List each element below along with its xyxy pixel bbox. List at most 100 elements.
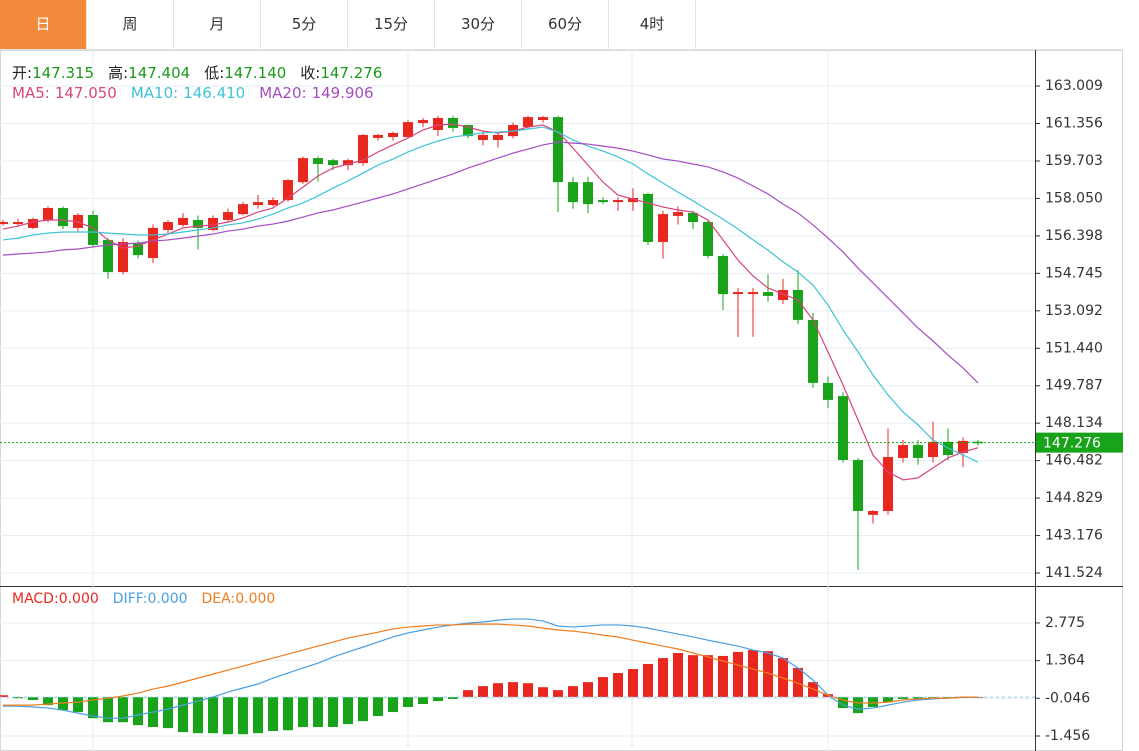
- candle-body: [613, 200, 623, 203]
- macd-bar: [718, 655, 728, 698]
- y-tick-label: 146.482: [1045, 453, 1103, 469]
- candle-body: [88, 214, 98, 245]
- candle-body: [898, 445, 908, 458]
- candle-body: [523, 117, 533, 128]
- candle-body: [358, 134, 368, 164]
- macd-bar: [613, 673, 623, 698]
- candle-body: [463, 125, 473, 137]
- candle-body: [13, 222, 23, 225]
- period-tab[interactable]: 60分: [522, 0, 609, 49]
- ma-line: [2, 141, 979, 384]
- macd-bar: [583, 682, 593, 698]
- macd-bar: [268, 697, 278, 732]
- period-tab[interactable]: 30分: [435, 0, 522, 49]
- macd-bar: [178, 697, 188, 733]
- period-tab[interactable]: 日: [0, 0, 87, 49]
- candle-body: [448, 117, 458, 128]
- macd-bar: [208, 697, 218, 734]
- macd-bar: [193, 697, 203, 734]
- candle-body: [643, 193, 653, 242]
- macd-bar: [373, 697, 383, 717]
- macd-bar: [448, 697, 458, 699]
- candle-body: [313, 158, 323, 164]
- y-tick-label: 1.364: [1045, 653, 1085, 669]
- candle-body: [538, 117, 548, 121]
- macd-bar: [388, 697, 398, 713]
- macd-bar: [28, 697, 38, 701]
- macd-bar: [913, 697, 923, 699]
- period-tabs: 日周月 5分 15分 30分 60分 4时: [0, 0, 1123, 50]
- macd-bar: [13, 697, 23, 699]
- macd-bar: [343, 697, 353, 725]
- candle-body: [688, 212, 698, 223]
- macd-bar: [538, 687, 548, 698]
- macd-bar: [793, 667, 803, 698]
- y-tick-label: 2.775: [1045, 615, 1085, 631]
- candle-body: [478, 134, 488, 140]
- macd-bar: [433, 697, 443, 702]
- ma-value: 149.906: [311, 84, 374, 102]
- y-tick-label: 156.398: [1045, 228, 1103, 244]
- candle-body: [628, 197, 638, 203]
- candle-body: [718, 256, 728, 295]
- macd-line-name: DIFF:: [112, 591, 148, 607]
- period-tab[interactable]: 4时: [609, 0, 696, 49]
- macd-line-value: 0.000: [147, 591, 188, 607]
- macd-bar: [223, 697, 233, 735]
- macd-bar: [313, 697, 323, 728]
- candle-body: [208, 217, 218, 230]
- macd-bar: [0, 695, 8, 698]
- candle-body: [28, 219, 38, 228]
- macd-bar: [253, 697, 263, 734]
- y-tick-label: 158.050: [1045, 190, 1103, 206]
- candle-body: [598, 200, 608, 203]
- candle-body: [493, 134, 503, 140]
- period-tab[interactable]: 周: [87, 0, 174, 49]
- period-tab[interactable]: 5分: [261, 0, 348, 49]
- y-tick-label: -0.046: [1045, 690, 1090, 706]
- macd-bar: [73, 697, 83, 713]
- period-tab[interactable]: 月: [174, 0, 261, 49]
- candle-body: [238, 204, 248, 215]
- ma-line: [2, 126, 979, 463]
- macd-bar: [748, 650, 758, 698]
- macd-bar: [493, 683, 503, 698]
- info-value: 147.404: [128, 64, 191, 82]
- candle-body: [568, 182, 578, 203]
- macd-bar: [133, 697, 143, 726]
- ma-name: MA10:: [130, 84, 179, 102]
- period-tab[interactable]: 15分: [348, 0, 435, 49]
- macd-bar: [328, 697, 338, 728]
- candle-body: [928, 441, 938, 458]
- macd-bar: [403, 697, 413, 707]
- candle-body: [778, 290, 788, 300]
- macd-bar: [283, 697, 293, 731]
- macd-bar: [658, 658, 668, 698]
- candle-body: [388, 132, 398, 138]
- ma-value: 147.050: [54, 84, 117, 102]
- candle-body: [253, 202, 263, 206]
- macd-line-value: 0.000: [235, 591, 276, 607]
- macd-bar: [43, 697, 53, 706]
- candle-body: [163, 222, 173, 230]
- candle-body: [403, 122, 413, 138]
- candle-body: [553, 117, 563, 183]
- candle-body: [148, 227, 158, 259]
- candle-body: [913, 445, 923, 458]
- candle-body: [223, 212, 233, 220]
- y-tick-label: 153.092: [1045, 303, 1103, 319]
- candle-body: [853, 459, 863, 511]
- macd-bar: [763, 651, 773, 698]
- macd-bar: [853, 697, 863, 714]
- candle-body: [43, 207, 53, 220]
- candle-body: [133, 243, 143, 256]
- candle-body: [838, 396, 848, 460]
- macd-bar: [298, 697, 308, 728]
- macd-line: [3, 618, 978, 719]
- y-tick-label: 161.356: [1045, 116, 1103, 132]
- ma-value: 146.410: [183, 84, 246, 102]
- ma-name: MA20:: [259, 84, 307, 102]
- info-label: 高:: [108, 64, 129, 82]
- macd-bar: [103, 697, 113, 723]
- info-label: 开:: [12, 64, 33, 82]
